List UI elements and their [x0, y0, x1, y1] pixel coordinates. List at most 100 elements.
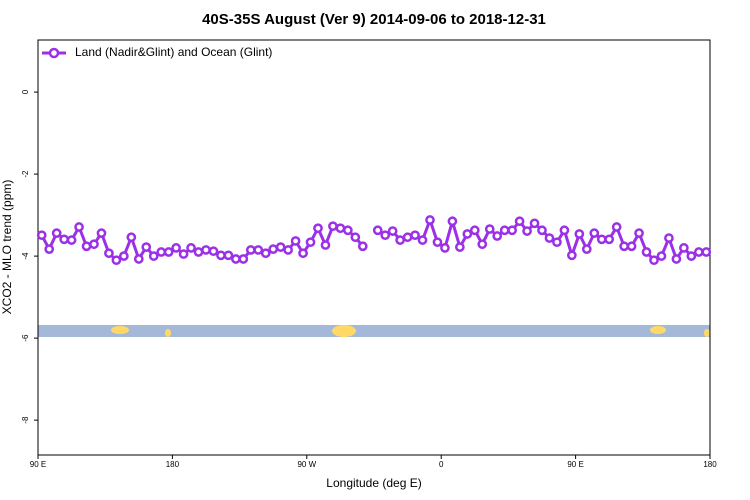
point — [357, 241, 368, 252]
point — [402, 232, 413, 243]
point — [395, 235, 405, 245]
point — [529, 218, 540, 229]
point — [313, 223, 323, 234]
point — [447, 216, 458, 227]
point — [514, 216, 525, 227]
point — [81, 241, 92, 252]
point — [589, 228, 600, 238]
land — [704, 329, 710, 337]
land — [111, 326, 129, 334]
point — [469, 225, 480, 236]
point — [387, 226, 398, 236]
point — [664, 233, 674, 243]
point — [104, 248, 114, 259]
point — [552, 237, 562, 248]
point — [133, 254, 144, 264]
point — [507, 225, 517, 236]
x-tick-label: 0 — [439, 460, 444, 469]
y-tick-label: -8 — [21, 416, 30, 424]
point — [484, 224, 495, 234]
y-tick-label: -6 — [21, 334, 30, 342]
point — [268, 244, 279, 254]
point — [693, 247, 704, 257]
point — [604, 234, 615, 245]
point — [537, 225, 547, 236]
y-axis-label: XCO2 - MLO trend (ppm) — [0, 180, 14, 315]
point — [619, 241, 629, 252]
point — [66, 235, 77, 245]
point — [417, 235, 428, 245]
point — [611, 222, 622, 232]
point — [156, 247, 167, 257]
point — [455, 242, 465, 252]
x-axis-label: Longitude (deg E) — [326, 476, 421, 490]
point — [74, 222, 84, 232]
point — [522, 226, 532, 236]
point — [96, 228, 107, 238]
point — [492, 231, 503, 241]
x-tick-label: 180 — [166, 460, 180, 469]
chart-title: 40S-35S August (Ver 9) 2014-09-06 to 201… — [202, 11, 546, 28]
point — [89, 239, 99, 250]
point — [111, 255, 122, 266]
point — [410, 230, 420, 241]
point — [567, 250, 577, 261]
point — [477, 239, 488, 250]
point — [641, 247, 652, 257]
point — [208, 246, 219, 257]
point — [679, 243, 689, 253]
legend-marker — [48, 47, 60, 59]
point — [335, 223, 346, 234]
point — [223, 250, 234, 261]
x-tick-label: 90 E — [567, 460, 583, 469]
point — [701, 247, 712, 257]
point — [462, 229, 473, 239]
point — [141, 242, 152, 252]
legend-label: Land (Nadir&Glint) and Ocean (Glint) — [75, 45, 272, 59]
point — [216, 250, 226, 261]
point — [649, 255, 659, 266]
point — [499, 225, 510, 236]
point — [626, 241, 637, 252]
y-tick-label: 0 — [21, 89, 30, 94]
point — [260, 248, 271, 259]
point — [59, 234, 69, 245]
x-tick-label: 90 E — [30, 460, 46, 469]
point — [275, 242, 286, 252]
point — [238, 254, 249, 264]
point — [440, 243, 450, 253]
point — [201, 245, 211, 255]
point — [372, 225, 383, 236]
point — [245, 245, 256, 255]
point — [574, 229, 585, 239]
y-tick-label: -2 — [21, 170, 30, 178]
point — [171, 243, 181, 253]
x-tick-label: 180 — [703, 460, 717, 469]
point — [671, 254, 682, 264]
ocean-strip — [38, 325, 710, 337]
point — [328, 221, 338, 232]
plot-frame — [37, 39, 711, 456]
point — [559, 225, 570, 236]
point — [544, 233, 555, 243]
point — [290, 236, 301, 246]
point — [253, 245, 264, 255]
point — [432, 237, 443, 248]
point — [320, 240, 331, 250]
land — [650, 326, 666, 334]
point — [119, 251, 129, 261]
point — [343, 225, 353, 236]
point — [51, 228, 62, 238]
point — [380, 230, 391, 241]
point — [186, 243, 196, 253]
point — [634, 228, 644, 238]
point — [126, 232, 137, 243]
land — [332, 325, 356, 337]
land-ocean-strip — [38, 325, 710, 337]
point — [350, 232, 361, 243]
point — [36, 230, 47, 241]
point — [283, 245, 293, 255]
point — [163, 247, 174, 257]
